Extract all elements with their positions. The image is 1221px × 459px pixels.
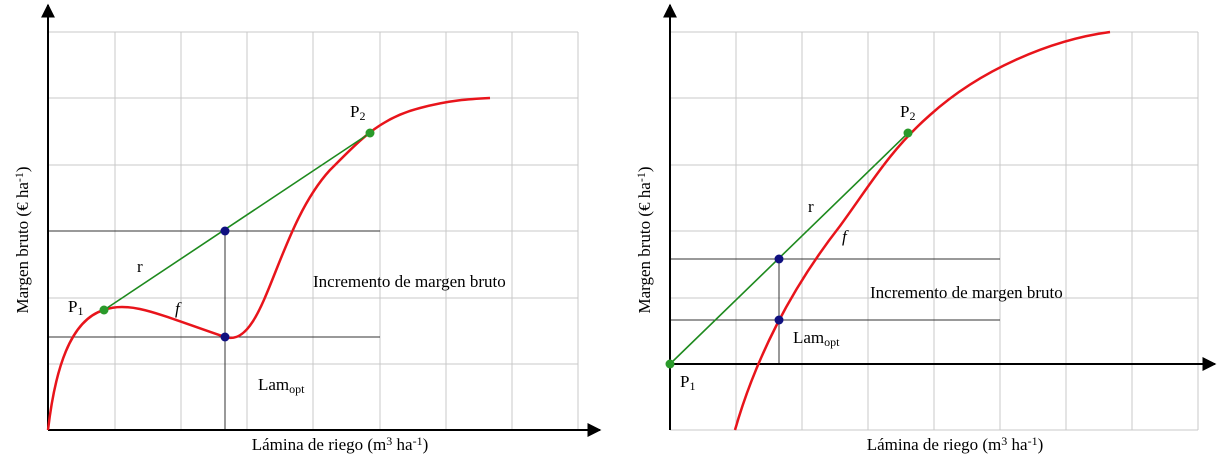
x-axis-label-part: Lámina de riego (m: [252, 435, 387, 454]
point-opt: [220, 226, 230, 236]
y-axis-label: Margen bruto (€ ha-1): [12, 166, 32, 313]
y-axis-label-part: -1: [12, 172, 26, 182]
label-p1-part: 1: [77, 304, 83, 318]
label-p2-part: P: [900, 102, 909, 121]
point-p1: [99, 305, 109, 315]
label-p2-part: P: [350, 102, 359, 121]
x-axis-label-part: ha: [392, 435, 413, 454]
label-p2-part: 2: [909, 109, 915, 123]
label-increment: Incremento de margen bruto: [870, 283, 1063, 302]
x-axis-label: Lámina de riego (m3 ha-1): [252, 434, 429, 454]
y-axis-label-part: Margen bruto (€ ha: [13, 182, 32, 314]
x-axis-label-part: ): [423, 435, 429, 454]
label-lam-part: opt: [289, 382, 305, 396]
y-axis-label-part: ): [635, 166, 654, 172]
label-lam-part: Lam: [793, 328, 824, 347]
label-lam: Lamopt: [258, 375, 305, 396]
y-axis-label-part: Margen bruto (€ ha: [635, 182, 654, 314]
line-r: [103, 132, 371, 311]
curve-f: [733, 30, 1111, 431]
x-axis-label: Lámina de riego (m3 ha-1): [867, 434, 1044, 454]
label-lam-part: Lam: [258, 375, 289, 394]
x-axis-label-part: Lámina de riego (m: [867, 435, 1002, 454]
label-r: r: [808, 197, 814, 216]
label-p2-part: 2: [359, 109, 365, 123]
point-opt: [774, 254, 784, 264]
x-axis-label-part: 3: [1001, 434, 1007, 448]
point-opt: [220, 332, 230, 342]
label-p1: P1: [680, 372, 695, 393]
y-axis-label: Margen bruto (€ ha-1): [634, 166, 654, 313]
label-f: f: [842, 227, 849, 246]
x-axis-label-part: ha: [1007, 435, 1028, 454]
point-p2: [903, 128, 913, 138]
label-increment: Incremento de margen bruto: [313, 272, 506, 291]
label-p2: P2: [350, 102, 365, 123]
line-r: [669, 132, 909, 365]
label-p1-part: P: [680, 372, 689, 391]
label-p2: P2: [900, 102, 915, 123]
label-p1: P1: [68, 297, 83, 318]
label-lam-part: opt: [824, 335, 840, 349]
x-axis-label-part: -1: [1028, 434, 1038, 448]
label-lam: Lamopt: [793, 328, 840, 349]
x-axis-label-part: ): [1038, 435, 1044, 454]
x-axis-label-part: 3: [386, 434, 392, 448]
label-p1-part: 1: [689, 379, 695, 393]
point-p1: [665, 359, 675, 369]
y-axis-label-part: -1: [634, 172, 648, 182]
label-r: r: [137, 257, 143, 276]
x-axis-label-part: -1: [413, 434, 423, 448]
y-axis-label-part: ): [13, 166, 32, 172]
point-p2: [365, 128, 375, 138]
curve-f: [46, 96, 491, 431]
label-f: f: [175, 299, 182, 318]
label-p1-part: P: [68, 297, 77, 316]
point-opt: [774, 315, 784, 325]
